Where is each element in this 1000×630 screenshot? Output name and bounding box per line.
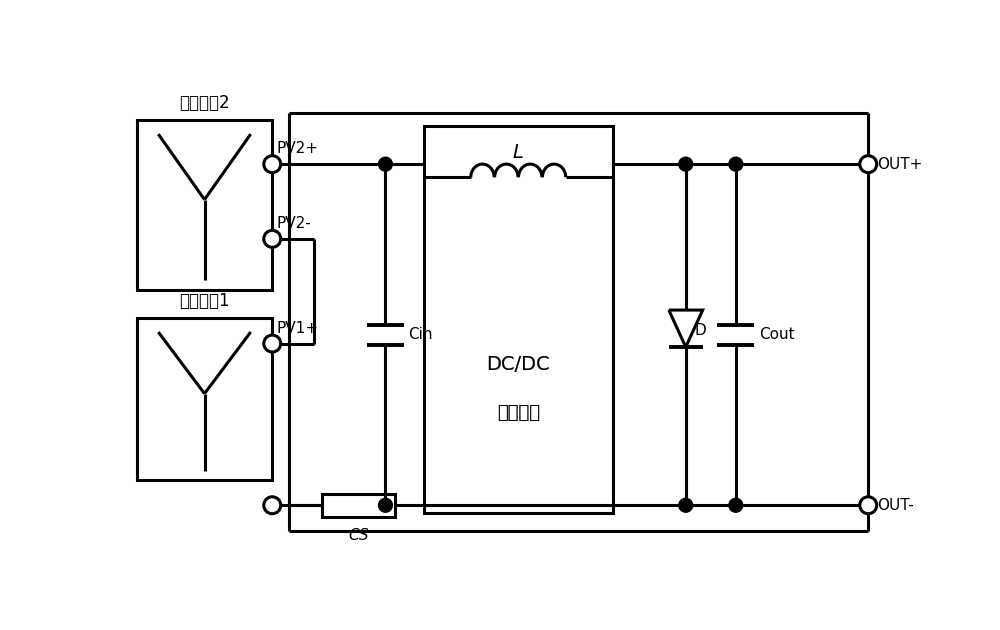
Circle shape: [729, 498, 743, 512]
Text: CS: CS: [348, 529, 369, 543]
Text: L: L: [513, 143, 524, 162]
Circle shape: [264, 497, 281, 513]
Text: 转换电路: 转换电路: [497, 404, 540, 422]
Text: PV2-: PV2-: [277, 216, 312, 231]
Circle shape: [264, 156, 281, 173]
Text: Cout: Cout: [759, 327, 795, 342]
Circle shape: [379, 498, 392, 512]
Circle shape: [679, 158, 693, 171]
Text: DC/DC: DC/DC: [486, 355, 550, 374]
Bar: [137, 318, 272, 480]
Circle shape: [860, 497, 877, 513]
Text: DC/DC: DC/DC: [486, 355, 550, 374]
Text: 转换电路: 转换电路: [497, 404, 540, 422]
Circle shape: [379, 158, 392, 171]
Bar: [322, 494, 395, 517]
Text: PV2+: PV2+: [277, 141, 319, 156]
Polygon shape: [669, 310, 703, 347]
Text: Cin: Cin: [409, 327, 433, 342]
Text: PV1+: PV1+: [277, 321, 319, 336]
Text: 光伏组件2: 光伏组件2: [179, 94, 230, 112]
Circle shape: [679, 498, 693, 512]
Circle shape: [860, 156, 877, 173]
Text: OUT-: OUT-: [877, 498, 914, 513]
Text: 光伏组件1: 光伏组件1: [179, 292, 230, 310]
Bar: [137, 120, 272, 290]
Text: OUT+: OUT+: [877, 157, 923, 171]
Text: DC/DC: DC/DC: [486, 355, 550, 374]
Circle shape: [264, 335, 281, 352]
Circle shape: [729, 158, 743, 171]
Circle shape: [264, 231, 281, 248]
Text: D: D: [695, 323, 707, 338]
Text: 转换电路: 转换电路: [497, 404, 540, 422]
Bar: [424, 125, 613, 513]
